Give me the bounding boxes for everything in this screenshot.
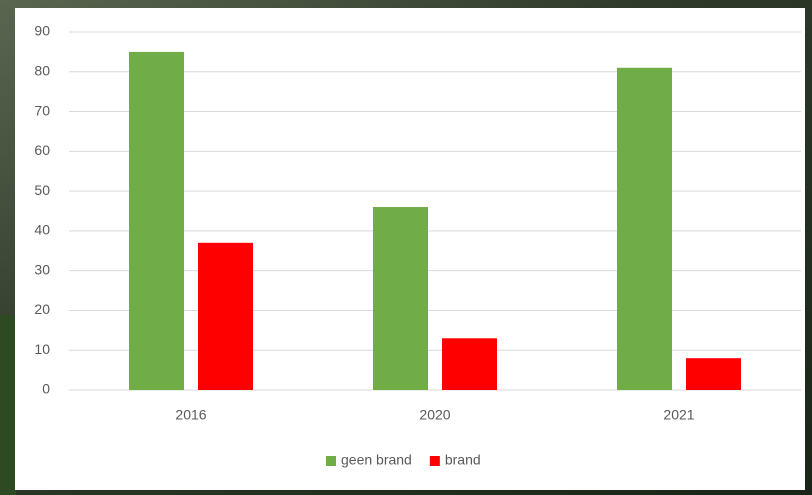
y-tick-label: 0 bbox=[42, 381, 50, 397]
y-tick-label: 10 bbox=[34, 341, 50, 357]
legend-swatch bbox=[429, 456, 440, 466]
y-tick-label: 60 bbox=[34, 142, 50, 158]
y-tick-label: 20 bbox=[34, 301, 50, 317]
y-tick-label: 70 bbox=[34, 102, 50, 118]
legend-swatch bbox=[326, 456, 336, 466]
y-tick-label: 50 bbox=[34, 182, 50, 198]
y-tick-label: 80 bbox=[34, 62, 50, 78]
bar bbox=[129, 51, 184, 391]
x-tick-label: 2016 bbox=[175, 407, 206, 423]
bar bbox=[686, 358, 741, 390]
bar bbox=[617, 67, 672, 391]
x-tick-label: 2021 bbox=[663, 407, 694, 423]
legend-label: geen brand bbox=[341, 452, 412, 468]
bar bbox=[373, 207, 428, 390]
y-tick-label: 40 bbox=[34, 222, 50, 238]
bar bbox=[442, 338, 497, 390]
y-tick-label: 90 bbox=[34, 23, 50, 39]
legend-label: brand bbox=[445, 452, 481, 468]
bar bbox=[198, 242, 253, 390]
background-strip bbox=[0, 315, 16, 495]
y-tick-label: 30 bbox=[34, 261, 50, 277]
x-tick-label: 2020 bbox=[419, 407, 450, 423]
